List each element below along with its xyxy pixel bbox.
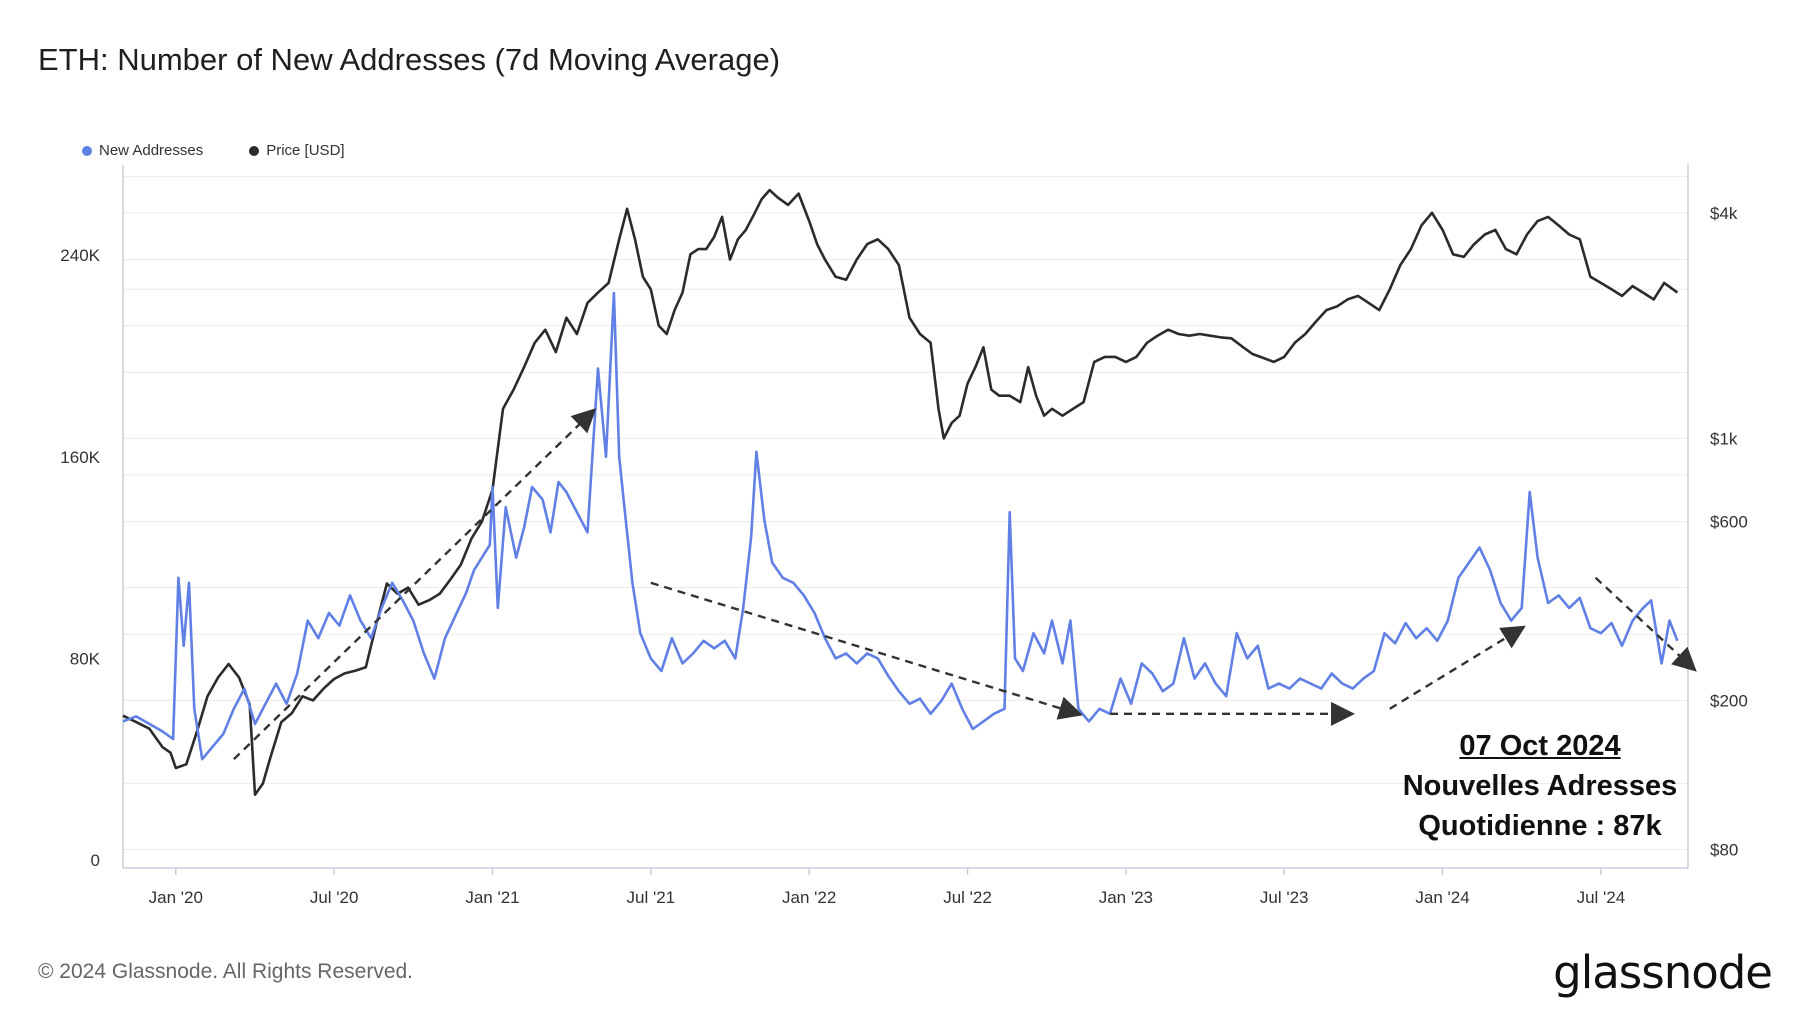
annotation-date: 07 Oct 2024	[1459, 730, 1621, 762]
legend-label-new-addresses: New Addresses	[99, 142, 204, 159]
x-tick-label: Jan '24	[1415, 888, 1469, 907]
legend-label-price: Price [USD]	[266, 142, 345, 159]
right-tick-label: $200	[1710, 691, 1748, 710]
legend-item-new-addresses[interactable]: New Addresses	[82, 142, 203, 159]
annotation-line-1: Nouvelles Adresses	[1402, 770, 1678, 802]
left-tick-label: 80K	[70, 649, 101, 668]
axes: 0 80K 160K 240K $80 $200 $600 $1k $4k Jan '20 Jul …	[60, 165, 1748, 907]
new-addresses-line	[122, 291, 1679, 761]
trend-arrows	[233, 408, 1697, 761]
x-tick-label: Jul '23	[1260, 888, 1309, 907]
brand-logo[interactable]: glassnode	[1553, 946, 1773, 999]
x-tick-label: Jul '22	[943, 888, 992, 907]
x-tick-label: Jan '23	[1099, 888, 1153, 907]
x-tick-label: Jan '20	[149, 888, 203, 907]
trend-arrow-1	[233, 408, 597, 761]
legend: New Addresses Price [USD]	[82, 142, 345, 159]
right-tick-label: $4k	[1710, 204, 1738, 223]
series-layer	[122, 188, 1679, 796]
legend-item-price[interactable]: Price [USD]	[249, 142, 345, 159]
right-tick-label: $80	[1710, 840, 1738, 859]
left-tick-label: 0	[91, 851, 100, 870]
x-tick-label: Jan '22	[782, 888, 836, 907]
right-tick-label: $600	[1710, 513, 1748, 532]
legend-dot-price	[249, 145, 260, 156]
trend-arrow-4	[1389, 625, 1526, 710]
annotation-line-2: Quotidienne : 87k	[1418, 810, 1662, 842]
x-tick-label: Jan '21	[465, 888, 519, 907]
legend-dot-new-addresses	[82, 145, 92, 156]
trend-arrow-2	[650, 581, 1083, 720]
price-line	[122, 188, 1679, 796]
annotation-box: 07 Oct 2024 Nouvelles Adresses Quotidien…	[1390, 726, 1690, 846]
x-tick-label: Jul '24	[1577, 888, 1626, 907]
x-tick-label: Jul '20	[310, 888, 359, 907]
chart-title: ETH: Number of New Addresses (7d Moving …	[38, 42, 781, 77]
footer-copyright: © 2024 Glassnode. All Rights Reserved.	[38, 960, 414, 983]
left-tick-label: 160K	[60, 448, 100, 467]
grid-lines	[123, 175, 1688, 850]
x-tick-label: Jul '21	[627, 888, 676, 907]
right-tick-label: $1k	[1710, 429, 1738, 448]
left-tick-label: 240K	[60, 246, 100, 265]
